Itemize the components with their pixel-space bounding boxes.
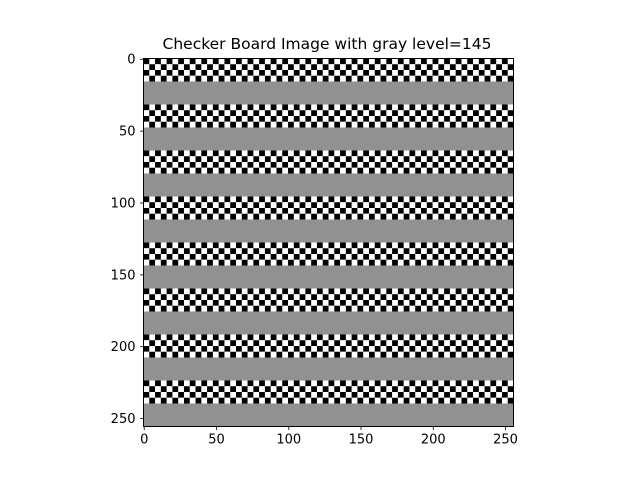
checker-band — [143, 104, 514, 128]
x-tick-label: 50 — [208, 433, 225, 448]
y-tick-label: 100 — [111, 196, 136, 211]
y-tick-label: 150 — [111, 268, 136, 283]
gray-band — [143, 219, 514, 243]
x-tick-label: 0 — [140, 433, 148, 448]
y-tick-label: 250 — [111, 412, 136, 427]
gray-band — [143, 403, 514, 427]
checker-band — [143, 242, 514, 266]
y-tick-label: 50 — [119, 125, 136, 140]
x-tick-label: 150 — [349, 433, 374, 448]
x-tick-label: 100 — [276, 433, 301, 448]
chart-title: Checker Board Image with gray level=145 — [163, 35, 492, 53]
checker-band — [143, 196, 514, 220]
x-tick-label: 250 — [493, 433, 518, 448]
checker-band — [143, 288, 514, 312]
y-tick-label: 200 — [111, 340, 136, 355]
gray-band — [143, 81, 514, 105]
gray-band — [143, 173, 514, 197]
checker-band — [143, 334, 514, 358]
y-tick-label: 0 — [127, 53, 135, 68]
x-tick-label: 200 — [421, 433, 446, 448]
gray-band — [143, 311, 514, 335]
gray-band — [143, 127, 514, 151]
gray-band — [143, 265, 514, 289]
axes-frame — [143, 58, 514, 427]
checker-band — [143, 380, 514, 404]
gray-band — [143, 357, 514, 381]
checker-band — [143, 58, 514, 82]
y-axis: 0 50 100 150 200 250 — [111, 53, 144, 427]
checkerboard-image — [143, 58, 514, 427]
x-axis: 0 50 100 150 200 250 — [140, 426, 518, 448]
checker-band — [143, 150, 514, 174]
